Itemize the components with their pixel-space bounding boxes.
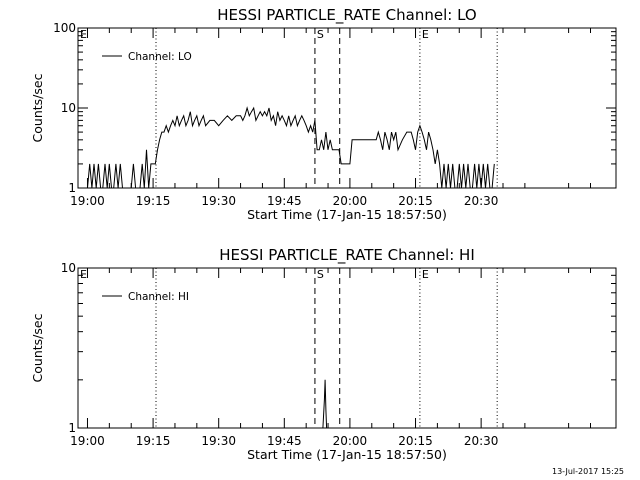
y-axis-label: Counts/sec xyxy=(30,313,45,382)
plot-timestamp: 13-Jul-2017 15:25 xyxy=(552,467,624,476)
x-tick-label: 20:15 xyxy=(398,434,433,448)
x-axis-label: Start Time (17-Jan-15 18:57:50) xyxy=(247,207,447,222)
corner-marker-label: E xyxy=(80,28,87,41)
x-tick-label: 19:15 xyxy=(136,434,171,448)
x-tick-label: 20:00 xyxy=(333,194,368,208)
y-tick-label: 1 xyxy=(68,421,76,435)
y-tick-label: 10 xyxy=(61,261,76,275)
marker-label: S xyxy=(317,268,324,281)
x-tick-label: 20:00 xyxy=(333,434,368,448)
x-tick-label: 20:30 xyxy=(464,434,499,448)
x-tick-label: 20:15 xyxy=(398,194,433,208)
series-line xyxy=(87,106,495,189)
y-tick-label: 1 xyxy=(68,181,76,195)
chart-title: HESSI PARTICLE_RATE Channel: HI xyxy=(219,246,475,265)
legend-label: Channel: HI xyxy=(128,291,189,303)
x-tick-label: 19:30 xyxy=(201,194,236,208)
series-line xyxy=(322,379,328,429)
chart-title: HESSI PARTICLE_RATE Channel: LO xyxy=(217,6,476,25)
plot-frame xyxy=(77,267,617,429)
marker-label: S xyxy=(317,28,324,41)
x-tick-label: 20:30 xyxy=(464,194,499,208)
x-tick-label: 19:30 xyxy=(201,434,236,448)
x-tick-label: 19:00 xyxy=(70,194,105,208)
corner-marker-label: E xyxy=(80,268,87,281)
y-tick-label: 100 xyxy=(53,21,76,35)
legend-label: Channel: LO xyxy=(128,51,192,63)
lo-channel-panel: HESSI PARTICLE_RATE Channel: LO 1 10 100 19:… xyxy=(30,6,617,222)
hi-channel-panel: HESSI PARTICLE_RATE Channel: HI 1 10 19:00 1… xyxy=(30,246,617,462)
x-tick-label: 19:15 xyxy=(136,194,171,208)
x-tick-label: 19:45 xyxy=(267,434,302,448)
x-tick-label: 19:45 xyxy=(267,194,302,208)
x-axis-label: Start Time (17-Jan-15 18:57:50) xyxy=(247,447,447,462)
y-tick-label: 10 xyxy=(61,101,76,115)
marker-label: E xyxy=(422,28,429,41)
marker-label: E xyxy=(422,268,429,281)
y-axis-label: Counts/sec xyxy=(30,73,45,142)
x-tick-label: 19:00 xyxy=(70,434,105,448)
